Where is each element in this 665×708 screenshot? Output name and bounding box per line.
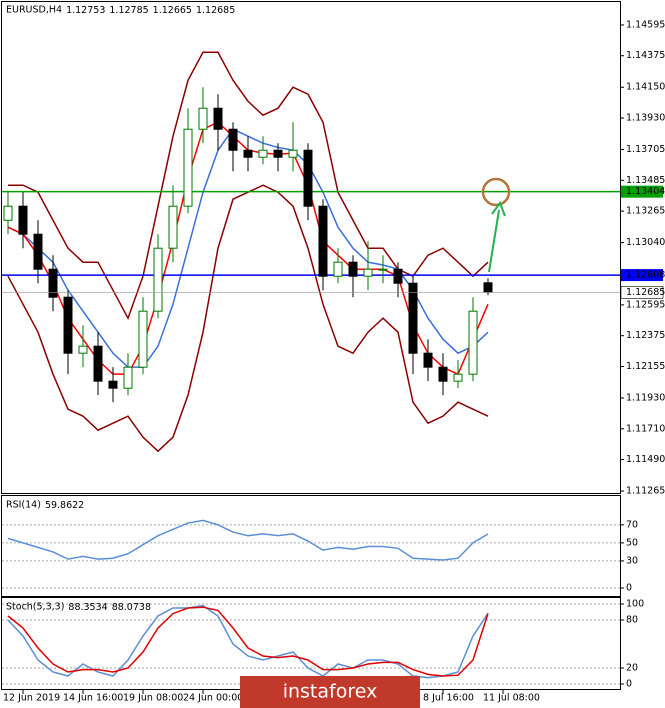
candle-body (378, 268, 388, 271)
candle-body (393, 268, 403, 284)
candle-body (438, 366, 448, 382)
candle-body (243, 149, 253, 158)
y-tick-label: 1.12375 (626, 330, 665, 341)
x-tick-label: 12 Jun 2019 (3, 693, 60, 704)
y-tick-label: 1.13040 (626, 237, 665, 248)
candle-body (198, 107, 208, 130)
y-tick-label: 1.12595 (626, 299, 665, 310)
y-tick-label: 80 (626, 615, 638, 626)
labels: 1.14595 1.14375 1.14150 1.13930 1.13705 1.134… (3, 5, 665, 704)
candle-body (423, 352, 433, 368)
candle-body (318, 205, 328, 277)
panel-title: RSI(14) 59.8622 (6, 500, 84, 511)
level-label-box (621, 269, 663, 282)
candle-body (363, 268, 373, 277)
candle-body (213, 107, 223, 130)
y-tick-label: 50 (626, 537, 638, 548)
x-tick-label: 11 Jul 08:00 (483, 693, 540, 704)
y-tick-label: 1.11490 (626, 454, 665, 465)
candle-body (303, 149, 313, 207)
candle-body (228, 128, 238, 151)
candle-body (153, 247, 163, 312)
candle-body (48, 268, 58, 298)
y-tick-label: 1.13930 (626, 113, 665, 124)
y-tick-label: 70 (626, 519, 638, 530)
arrow-shaft (488, 209, 500, 273)
level-label: 1.13404 (626, 186, 665, 197)
indicator-line (7, 604, 489, 679)
y-tick-label: 1.14595 (626, 19, 665, 30)
y-tick-label: 1.11710 (626, 423, 665, 434)
y-tick-label: 30 (626, 555, 638, 566)
panel-title: Stoch(5,3,3) 88.3534 88.0738 (6, 602, 151, 613)
indicator-line (8, 51, 489, 321)
candle-body (63, 296, 73, 354)
ohlc-value: 1.12685 (196, 5, 235, 16)
candle-body (18, 205, 28, 235)
x-tick-label: 24 Jun 00:00 (183, 693, 243, 704)
level-label: 1.12808 (626, 270, 665, 281)
watermark: instaforex (283, 681, 378, 703)
candle-body (453, 373, 463, 382)
current-price-label: 1.12685 (626, 287, 665, 298)
candle-body (408, 282, 418, 354)
arrow-head (491, 200, 506, 217)
rsi-panel (1, 495, 621, 597)
candle-body (3, 205, 13, 221)
indicator-value: 59.8622 (45, 500, 84, 511)
y-tick-label: 20 (626, 663, 638, 674)
watermark-banner (240, 676, 420, 708)
indicator-line (7, 519, 489, 561)
y-tick-label: 100 (626, 599, 644, 610)
ohlc-value: 1.12753 (66, 5, 105, 16)
y-tick-label: 1.13705 (626, 144, 665, 155)
candle-body (333, 261, 343, 277)
target-circle (481, 177, 511, 207)
ohlc-value: 1.12665 (153, 5, 192, 16)
x-tick-label: 19 Jun 08:00 (123, 693, 183, 704)
price-label-box (620, 286, 664, 299)
indicator-value: 88.0738 (112, 602, 151, 613)
y-tick-label: 1.13265 (626, 206, 665, 217)
y-tick-label: 0 (626, 679, 632, 690)
indicator-value: 88.3534 (68, 602, 107, 613)
ohlc-value: 1.12785 (109, 5, 148, 16)
price-panel (1, 1, 621, 494)
candle-body (273, 149, 283, 158)
x-tick-label: 8 Jul 16:00 (423, 693, 474, 704)
panel-title: EURUSD,H4 1.12753 1.12785 1.12665 1.12685 (6, 5, 235, 16)
y-tick-label: 1.13485 (626, 175, 665, 186)
x-tick-label: 14 Jun 16:00 (63, 693, 123, 704)
candle-body (168, 205, 178, 249)
y-tick-label: 1.12155 (626, 361, 665, 372)
y-tick-label: 0 (626, 582, 632, 593)
candle-body (468, 310, 478, 375)
level-label-box (621, 185, 663, 198)
candle-body (483, 282, 493, 293)
y-tick-label: 1.14150 (626, 82, 665, 93)
candle-body (93, 345, 103, 382)
candle-body (138, 310, 148, 368)
candle-body (108, 380, 118, 389)
candle-body (123, 366, 133, 389)
indicator-line (7, 606, 489, 677)
candle-body (33, 233, 43, 270)
y-tick-label: 1.14375 (626, 50, 665, 61)
y-tick-label: 1.11930 (626, 392, 665, 403)
candle-body (183, 128, 193, 207)
candle-body (288, 149, 298, 158)
candle-body (78, 345, 88, 354)
marks (2, 24, 624, 694)
candle-body (258, 149, 268, 158)
candle-body (348, 261, 358, 277)
y-tick-label: 1.11265 (626, 486, 665, 497)
